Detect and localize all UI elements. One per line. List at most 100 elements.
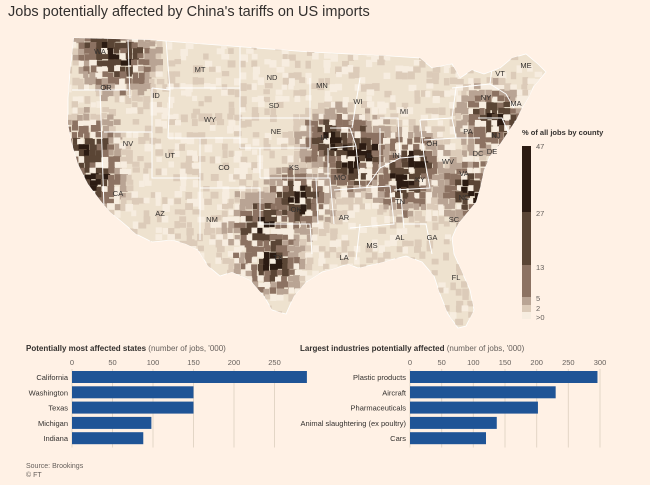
- axis-tick-label: 50: [437, 358, 445, 367]
- legend-swatch: [522, 146, 531, 212]
- county-cell: [324, 38, 331, 44]
- county-cell: [240, 54, 249, 63]
- axis-tick-label: 100: [467, 358, 480, 367]
- county-cell: [155, 227, 162, 233]
- county-cell: [330, 131, 338, 138]
- county-cell: [492, 96, 501, 103]
- county-cell: [522, 77, 529, 85]
- county-cell: [378, 137, 387, 144]
- county-cell: [251, 60, 258, 68]
- county-cell: [114, 143, 122, 151]
- county-cell: [288, 222, 295, 230]
- county-cell: [329, 155, 336, 163]
- county-cell: [461, 65, 470, 74]
- county-cell: [251, 318, 259, 324]
- county-cell: [455, 162, 463, 171]
- county-cell: [96, 209, 104, 216]
- county-cell: [288, 281, 296, 290]
- county-cell: [216, 215, 222, 221]
- county-cell: [138, 38, 144, 44]
- county-cell: [366, 96, 372, 102]
- county-cell: [547, 288, 554, 296]
- county-cell: [395, 161, 402, 169]
- county-cell: [222, 191, 230, 199]
- county-cell: [107, 47, 114, 56]
- county-cell: [90, 119, 97, 127]
- county-cell: [68, 246, 74, 255]
- county-cell: [204, 222, 212, 231]
- county-cell: [108, 156, 116, 164]
- county-cell: [83, 192, 91, 199]
- county-cell: [443, 192, 451, 199]
- county-cell: [120, 161, 127, 168]
- county-cell: [318, 252, 325, 259]
- county-cell: [245, 186, 252, 193]
- county-cell: [324, 96, 333, 103]
- county-cell: [473, 114, 480, 123]
- county-cell: [486, 216, 495, 225]
- county-cell: [306, 150, 313, 159]
- county-cell: [503, 47, 509, 54]
- county-cell: [437, 137, 444, 146]
- county-cell: [371, 203, 380, 209]
- county-cell: [102, 119, 110, 126]
- county-cell: [246, 222, 253, 231]
- county-cell: [540, 38, 546, 43]
- county-cell: [354, 149, 361, 156]
- county-cell: [186, 228, 194, 236]
- county-cell: [366, 324, 373, 328]
- county-cell: [420, 138, 428, 146]
- county-cell: [138, 180, 145, 188]
- county-cell: [503, 138, 512, 146]
- county-cell: [419, 143, 425, 150]
- county-cell: [432, 174, 440, 182]
- county-cell: [372, 239, 378, 247]
- county-cell: [143, 287, 151, 295]
- county-cell: [233, 275, 242, 281]
- county-cell: [246, 227, 253, 234]
- county-cell: [473, 228, 480, 236]
- state-label-ok: OK: [291, 205, 302, 214]
- county-cell: [258, 216, 266, 223]
- county-cell: [329, 185, 338, 194]
- county-cell: [275, 222, 281, 230]
- county-cell: [174, 191, 183, 198]
- county-cell: [300, 312, 306, 320]
- county-cell: [485, 144, 494, 153]
- county-cell: [120, 156, 127, 164]
- county-cell: [390, 185, 396, 193]
- county-cell: [347, 281, 356, 287]
- credit-text: © FT: [26, 472, 42, 479]
- county-cell: [78, 179, 87, 185]
- county-cell: [419, 251, 426, 259]
- county-cell: [359, 227, 367, 234]
- county-cell: [504, 264, 511, 270]
- county-cell: [522, 89, 530, 96]
- state-label-tx: TX: [273, 253, 283, 262]
- county-cell: [323, 53, 331, 59]
- county-cell: [137, 197, 146, 204]
- county-cell: [275, 276, 283, 283]
- county-cell: [402, 119, 410, 126]
- county-cell: [288, 162, 294, 170]
- county-cell: [509, 239, 517, 247]
- county-cell: [486, 126, 492, 134]
- county-cell: [119, 258, 126, 265]
- county-cell: [84, 282, 90, 289]
- county-cell: [245, 215, 253, 222]
- county-cell: [426, 41, 433, 50]
- county-cell: [515, 108, 523, 116]
- county-cell: [149, 245, 157, 252]
- county-cell: [479, 215, 486, 222]
- county-cell: [426, 83, 434, 89]
- county-cell: [245, 257, 252, 264]
- county-cell: [96, 101, 102, 108]
- county-cell: [252, 275, 258, 283]
- county-cell: [245, 324, 254, 328]
- county-cell: [396, 246, 405, 253]
- county-cell: [102, 174, 111, 180]
- county-cell: [468, 179, 475, 188]
- county-cell: [276, 186, 284, 193]
- county-cell: [414, 210, 422, 219]
- county-cell: [173, 113, 179, 120]
